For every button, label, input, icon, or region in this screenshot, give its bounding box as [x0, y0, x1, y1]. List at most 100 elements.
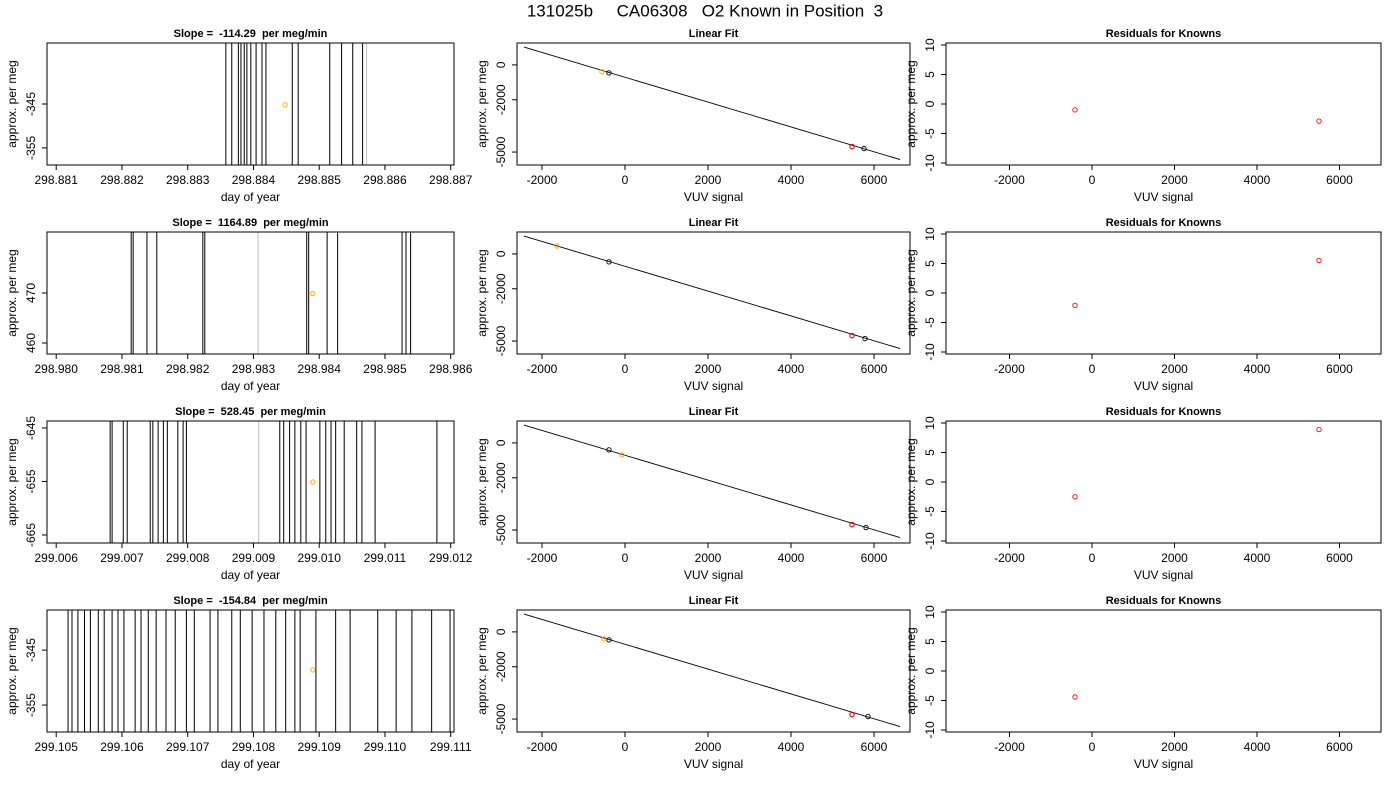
main-title: 131025b CA06308 O2 Known in Position 3 [527, 1, 883, 20]
x-tick-label: 6000 [1326, 740, 1353, 754]
x-tick-label: 299.108 [232, 740, 276, 754]
x-tick-label: 2000 [1161, 551, 1188, 565]
y-tick-label: 0 [923, 478, 937, 485]
fit-line [523, 613, 901, 727]
x-tick-label: -2000 [527, 362, 558, 376]
y-tick-label: 0 [494, 628, 508, 635]
y-tick-label: 470 [24, 283, 38, 303]
fit-line [523, 235, 901, 349]
panel-title: Residuals for Knowns [1106, 217, 1222, 229]
x-tick-label: 0 [622, 740, 629, 754]
data-point [849, 521, 855, 528]
panel-title: Linear Fit [689, 28, 739, 40]
x-tick-label: 298.985 [363, 362, 407, 376]
y-tick-label: -10 [923, 721, 937, 739]
x-tick-label: 298.980 [35, 362, 79, 376]
y-axis-label: approx. per meg [475, 60, 489, 147]
x-tick-label: -2000 [527, 740, 558, 754]
y-tick-label: -5000 [494, 703, 508, 734]
x-axis-label: VUV signal [684, 757, 743, 771]
x-axis-label: VUV signal [1134, 568, 1193, 582]
y-axis-label: approx. per meg [904, 438, 918, 525]
y-tick-label: 0 [923, 667, 937, 674]
x-tick-label: 0 [1089, 740, 1096, 754]
y-tick-label: 10 [923, 605, 937, 619]
y-tick-label: 0 [494, 61, 508, 68]
x-tick-label: 2000 [695, 173, 722, 187]
panel-title: Residuals for Knowns [1106, 406, 1222, 418]
y-tick-label: -665 [24, 523, 38, 547]
x-tick-label: 4000 [778, 173, 805, 187]
x-tick-label: 299.011 [364, 551, 407, 565]
x-tick-label: 299.009 [232, 551, 276, 565]
data-point [1072, 694, 1078, 700]
y-axis-label: approx. per meg [5, 438, 19, 525]
x-tick-label: 2000 [695, 740, 722, 754]
y-tick-label: -10 [923, 532, 937, 550]
x-tick-label: 0 [1089, 362, 1096, 376]
plot-frame [46, 231, 455, 355]
data-point [619, 452, 625, 458]
x-tick-label: -2000 [994, 551, 1025, 565]
plot-frame [46, 420, 455, 544]
data-point [1072, 494, 1078, 500]
x-tick-label: 6000 [861, 362, 888, 376]
y-tick-label: -345 [24, 92, 38, 116]
y-tick-label: -2000 [494, 84, 508, 115]
y-tick-label: -355 [24, 693, 38, 717]
data-point [1316, 257, 1322, 264]
y-tick-label: -2000 [494, 651, 508, 682]
data-point [849, 332, 855, 339]
x-tick-label: -2000 [994, 173, 1025, 187]
y-tick-label: -2000 [494, 462, 508, 493]
x-axis-label: VUV signal [1134, 379, 1193, 393]
x-tick-label: 298.984 [298, 362, 342, 376]
x-tick-label: 2000 [1161, 740, 1188, 754]
x-tick-label: 0 [1089, 551, 1096, 565]
y-tick-label: 460 [24, 333, 38, 353]
panel-title: Linear Fit [689, 595, 739, 607]
y-tick-label: -345 [24, 638, 38, 662]
plot-frame [945, 42, 1382, 166]
x-tick-label: -2000 [527, 173, 558, 187]
plot-frame [516, 42, 911, 166]
data-point [606, 447, 612, 453]
panel-title: Slope = -114.29 per meg/min [174, 28, 328, 40]
panel-title: Linear Fit [689, 217, 739, 229]
y-axis-label: approx. per meg [904, 60, 918, 147]
x-tick-label: 299.110 [364, 740, 407, 754]
y-axis-label: approx. per meg [475, 627, 489, 714]
x-tick-label: 4000 [1244, 362, 1271, 376]
plot-frame [516, 420, 911, 544]
x-tick-label: 4000 [1244, 740, 1271, 754]
x-tick-label: -2000 [527, 551, 558, 565]
x-tick-label: 2000 [695, 362, 722, 376]
y-tick-label: -5000 [494, 514, 508, 545]
x-tick-label: -2000 [994, 740, 1025, 754]
panel-title: Linear Fit [689, 406, 739, 418]
data-point [601, 636, 607, 642]
x-tick-label: 298.986 [429, 362, 473, 376]
y-tick-label: 0 [923, 289, 937, 296]
x-tick-label: 299.006 [35, 551, 79, 565]
x-tick-label: 6000 [861, 173, 888, 187]
x-tick-label: -2000 [994, 362, 1025, 376]
data-point [282, 102, 288, 108]
y-tick-label: -355 [24, 136, 38, 160]
plot-frame [945, 420, 1382, 544]
data-point [865, 713, 871, 720]
data-point [599, 69, 605, 75]
data-point [863, 524, 869, 531]
panel-title: Slope = 528.45 per meg/min [175, 406, 326, 418]
y-tick-label: 10 [923, 38, 937, 52]
x-tick-label: 0 [622, 362, 629, 376]
data-point [310, 667, 316, 673]
x-tick-label: 2000 [1161, 362, 1188, 376]
x-tick-label: 4000 [778, 551, 805, 565]
x-tick-label: 299.106 [100, 740, 144, 754]
y-tick-label: 0 [494, 439, 508, 446]
x-tick-label: 299.012 [429, 551, 473, 565]
data-point [606, 259, 612, 265]
y-axis-label: approx. per meg [475, 438, 489, 525]
